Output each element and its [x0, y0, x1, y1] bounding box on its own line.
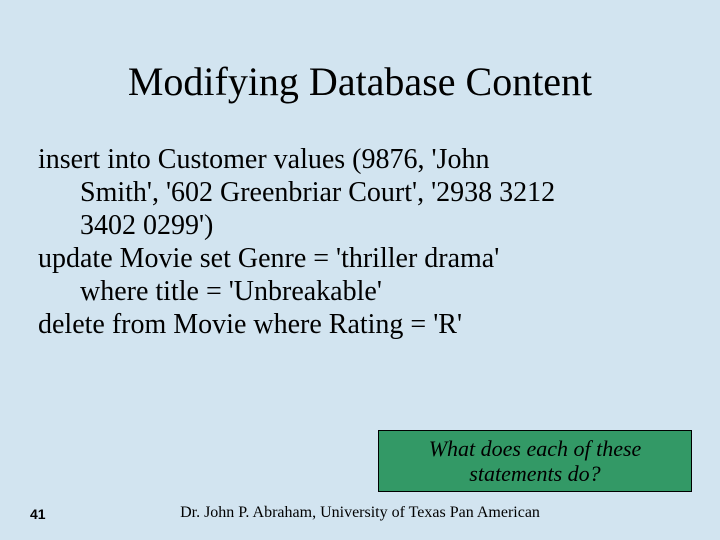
callout-text: What does each of these statements do?: [389, 436, 681, 487]
callout-box: What does each of these statements do?: [378, 430, 692, 492]
slide: Modifying Database Content insert into C…: [0, 0, 720, 540]
stmt-line: update Movie set Genre = 'thriller drama…: [38, 242, 670, 275]
stmt-line: Smith', '602 Greenbriar Court', '2938 32…: [38, 176, 670, 209]
sql-statement-update: update Movie set Genre = 'thriller drama…: [38, 242, 670, 308]
sql-statement-insert: insert into Customer values (9876, 'John…: [38, 143, 670, 242]
slide-body: insert into Customer values (9876, 'John…: [0, 115, 720, 341]
stmt-line: insert into Customer values (9876, 'John: [38, 143, 670, 176]
sql-statement-delete: delete from Movie where Rating = 'R': [38, 308, 670, 341]
stmt-line: where title = 'Unbreakable': [38, 275, 670, 308]
stmt-line: 3402 0299'): [38, 209, 670, 242]
stmt-line: delete from Movie where Rating = 'R': [38, 308, 670, 341]
slide-title: Modifying Database Content: [0, 0, 720, 115]
footer-text: Dr. John P. Abraham, University of Texas…: [0, 504, 720, 522]
